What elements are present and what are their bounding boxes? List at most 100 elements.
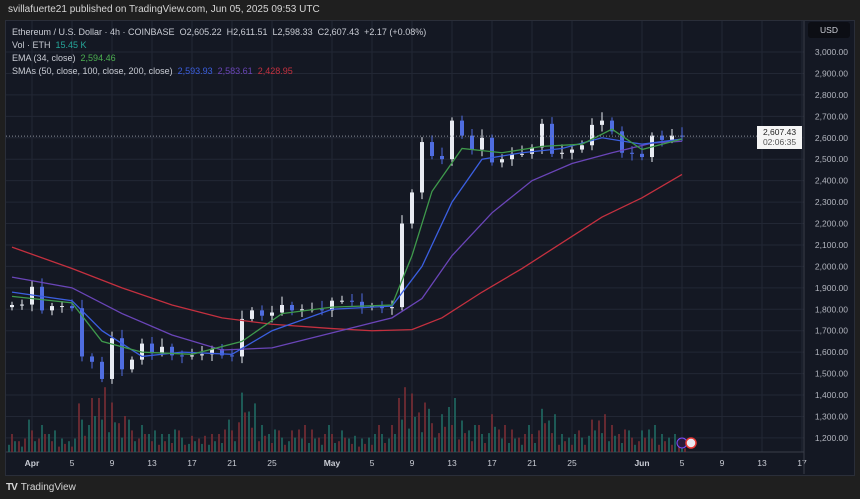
sma-legend: SMAs (50, close, 100, close, 200, close)… xyxy=(12,66,293,76)
candle-body xyxy=(220,348,224,356)
volume-bar xyxy=(498,429,500,452)
volume-bar xyxy=(674,434,676,452)
volume-bar xyxy=(558,444,560,452)
candle-body xyxy=(390,307,394,309)
last-price: 2,607.43 xyxy=(762,127,797,137)
volume-bar xyxy=(374,434,376,452)
candle-body xyxy=(180,355,184,357)
candle-body xyxy=(210,348,214,355)
ohlc-open: O2,605.22 xyxy=(179,27,222,37)
sma50-value: 2,593.93 xyxy=(177,66,213,76)
volume-label[interactable]: Vol · ETH xyxy=(12,40,51,50)
candle-body xyxy=(320,309,324,311)
volume-bar xyxy=(171,443,173,452)
candle-body xyxy=(330,300,334,311)
volume-bar xyxy=(484,443,486,452)
time-tick-label: 9 xyxy=(110,458,115,468)
volume-bar xyxy=(261,425,263,452)
volume-bar xyxy=(588,435,590,452)
volume-bar xyxy=(598,420,600,452)
volume-bar xyxy=(494,426,496,452)
volume-bar xyxy=(364,443,366,452)
price-tick-label: 2,000.00 xyxy=(815,261,848,271)
candle-body xyxy=(510,153,514,160)
volume-bar xyxy=(478,425,480,452)
time-tick-label: Jun xyxy=(634,458,649,468)
candle-body xyxy=(150,343,154,354)
volume-bar xyxy=(204,435,206,452)
ema-label[interactable]: EMA (34, close) xyxy=(12,53,76,63)
price-change: +2.17 (+0.08%) xyxy=(364,27,427,37)
price-tick-label: 2,800.00 xyxy=(815,90,848,100)
ema-legend: EMA (34, close) 2,594.46 xyxy=(12,53,116,63)
sma100-line xyxy=(11,140,683,351)
volume-bar xyxy=(231,430,233,452)
volume-bar xyxy=(421,432,423,452)
volume-bar xyxy=(394,434,396,452)
candle-body xyxy=(90,356,94,362)
volume-bar xyxy=(184,444,186,452)
candle-body xyxy=(420,142,424,193)
sma-label[interactable]: SMAs (50, close, 100, close, 200, close) xyxy=(12,66,173,76)
ohlc-low: L2,598.33 xyxy=(272,27,313,37)
volume-bar xyxy=(148,434,150,452)
volume-bar xyxy=(254,403,256,452)
candle-body xyxy=(590,124,594,146)
volume-bar xyxy=(208,444,210,452)
publisher-line: svillafuerte21 published on TradingView.… xyxy=(8,4,320,15)
volume-bar xyxy=(438,433,440,452)
volume-bar xyxy=(114,422,116,452)
volume-bar xyxy=(644,437,646,452)
volume-bar xyxy=(334,443,336,452)
volume-value: 15.45 K xyxy=(55,40,87,50)
candle-body xyxy=(250,310,254,319)
volume-bar xyxy=(311,429,313,452)
candle-body xyxy=(80,308,84,357)
price-tick-label: 2,200.00 xyxy=(815,219,848,229)
candle-body xyxy=(600,120,604,125)
volume-bar xyxy=(501,438,503,452)
volume-bar xyxy=(601,433,603,452)
price-tick-label: 1,700.00 xyxy=(815,326,848,336)
volume-bar xyxy=(11,434,13,452)
volume-bar xyxy=(584,444,586,452)
candle-body xyxy=(230,355,234,357)
price-tick-label: 1,400.00 xyxy=(815,390,848,400)
volume-bar xyxy=(578,430,580,452)
time-tick-label: 17 xyxy=(187,458,197,468)
price-tick-label: 1,600.00 xyxy=(815,347,848,357)
volume-bar xyxy=(634,444,636,452)
volume-bar xyxy=(138,438,140,452)
time-tick-label: 25 xyxy=(267,458,277,468)
currency-button[interactable]: USD xyxy=(808,22,850,38)
time-tick-label: 13 xyxy=(147,458,157,468)
volume-bar xyxy=(471,441,473,452)
ohlc-high: H2,611.51 xyxy=(226,27,268,37)
volume-bar xyxy=(444,426,446,452)
volume-bar xyxy=(164,441,166,452)
sma100-value: 2,583.61 xyxy=(217,66,253,76)
volume-bar xyxy=(84,435,86,452)
candle-body xyxy=(190,355,194,357)
volume-bar xyxy=(654,425,656,452)
volume-bar xyxy=(531,434,533,452)
volume-bar xyxy=(54,430,56,452)
ema34-line xyxy=(11,128,683,355)
volume-bar xyxy=(464,433,466,452)
volume-bar xyxy=(614,435,616,452)
volume-bar xyxy=(581,437,583,452)
tradingview-brand[interactable]: TV TradingView xyxy=(6,482,76,493)
volume-bar xyxy=(178,430,180,452)
volume-bar xyxy=(88,425,90,452)
volume-bar xyxy=(524,434,526,452)
symbol-name[interactable]: Ethereum / U.S. Dollar · 4h · COINBASE xyxy=(12,27,175,37)
candle-body xyxy=(270,312,274,316)
volume-bar xyxy=(434,437,436,452)
volume-bar xyxy=(404,387,406,452)
volume-bar xyxy=(328,425,330,452)
tradingview-logo-icon: TV xyxy=(6,482,18,493)
volume-bar xyxy=(58,446,60,452)
volume-bar xyxy=(201,443,203,452)
bar-countdown: 02:06:35 xyxy=(762,137,797,147)
